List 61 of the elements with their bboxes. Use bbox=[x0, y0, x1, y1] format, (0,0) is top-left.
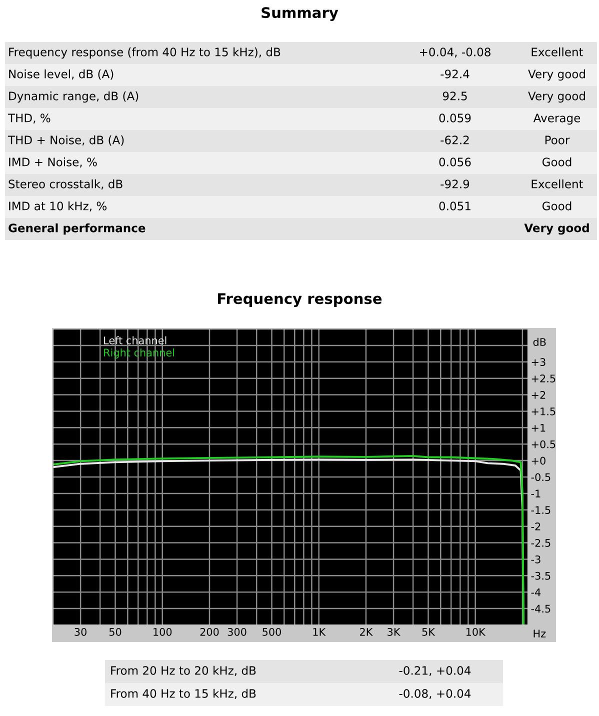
y-tick-label: -0.5 bbox=[531, 473, 550, 482]
category-label: Frequency response (from 40 Hz to 15 kHz), dB bbox=[9, 47, 280, 59]
text: Very good bbox=[528, 91, 585, 103]
text: Excellent bbox=[532, 47, 584, 56]
text: 0.051 bbox=[439, 202, 470, 210]
x-tick-label: 1K bbox=[313, 628, 326, 636]
text: +0.04, -0.08 bbox=[420, 48, 490, 58]
y-tick-label: -3 bbox=[531, 555, 540, 564]
category-label: General performance bbox=[8, 223, 146, 235]
category-label: THD + Noise, dB (A) bbox=[8, 135, 124, 146]
y-tick-label: +3 bbox=[532, 358, 546, 366]
x-tick-label: 30 bbox=[74, 628, 86, 636]
text: Average bbox=[533, 114, 580, 125]
category-label: From 40 Hz to 15 kHz, dB bbox=[111, 688, 256, 700]
chart-title: Frequency response bbox=[218, 293, 382, 308]
text: 0.059 bbox=[439, 114, 471, 122]
y-tick-label: +0.5 bbox=[532, 440, 556, 448]
category-label: THD, % bbox=[8, 114, 50, 124]
text: Good bbox=[542, 157, 572, 166]
y-tick-label: +1 bbox=[532, 424, 546, 432]
category-label: Stereo crosstalk, dB bbox=[8, 179, 122, 190]
x-tick-label: 50 bbox=[109, 628, 122, 636]
y-tick-label: +2.5 bbox=[532, 374, 556, 382]
category-label: From 20 Hz to 20 kHz, dB bbox=[111, 666, 256, 676]
category-label: IMD at 10 kHz, % bbox=[9, 201, 107, 212]
text: Summary bbox=[262, 7, 338, 22]
x-tick-label: 100 bbox=[154, 628, 172, 636]
text: -0.21, +0.04 bbox=[399, 666, 471, 676]
text: -62.2 bbox=[440, 136, 469, 144]
y-tick-label: -3.5 bbox=[531, 572, 550, 580]
text: -92.9 bbox=[440, 180, 470, 188]
category-label: Dynamic range, dB (A) bbox=[9, 91, 138, 103]
x-tick-label: 500 bbox=[262, 628, 282, 636]
y-tick-label: +1.5 bbox=[532, 408, 556, 416]
y-tick-label: +0 bbox=[532, 456, 546, 465]
x-axis-title: Hz bbox=[534, 630, 546, 638]
y-tick-label: +2 bbox=[532, 391, 546, 399]
text: 0.056 bbox=[439, 158, 471, 166]
x-tick-label: 3K bbox=[388, 628, 400, 636]
text: Excellent bbox=[532, 179, 584, 188]
y-tick-label: -2.5 bbox=[531, 539, 550, 547]
y-tick-label: -4 bbox=[531, 588, 541, 596]
x-tick-label: 10K bbox=[466, 628, 486, 636]
y-axis-title: dB bbox=[533, 338, 546, 346]
y-tick-label: -2 bbox=[531, 522, 540, 530]
category-label: Noise level, dB (A) bbox=[9, 69, 114, 80]
x-tick-label: 200 bbox=[200, 628, 219, 636]
category-label: IMD + Noise, % bbox=[9, 157, 97, 168]
text: Very good bbox=[524, 223, 589, 235]
x-tick-label: 300 bbox=[228, 628, 246, 636]
y-tick-label: -1 bbox=[531, 490, 540, 498]
text: Very good bbox=[528, 69, 585, 81]
y-tick-label: -1.5 bbox=[531, 506, 550, 514]
x-tick-label: 5K bbox=[422, 628, 436, 636]
x-tick-label: 2K bbox=[360, 628, 373, 636]
text: 92.5 bbox=[442, 92, 467, 100]
text: -92.4 bbox=[440, 70, 470, 78]
y-tick-label: -4.5 bbox=[531, 604, 550, 613]
text: -0.08, +0.04 bbox=[399, 689, 471, 700]
text: Poor bbox=[545, 136, 570, 144]
text: Good bbox=[542, 201, 572, 210]
